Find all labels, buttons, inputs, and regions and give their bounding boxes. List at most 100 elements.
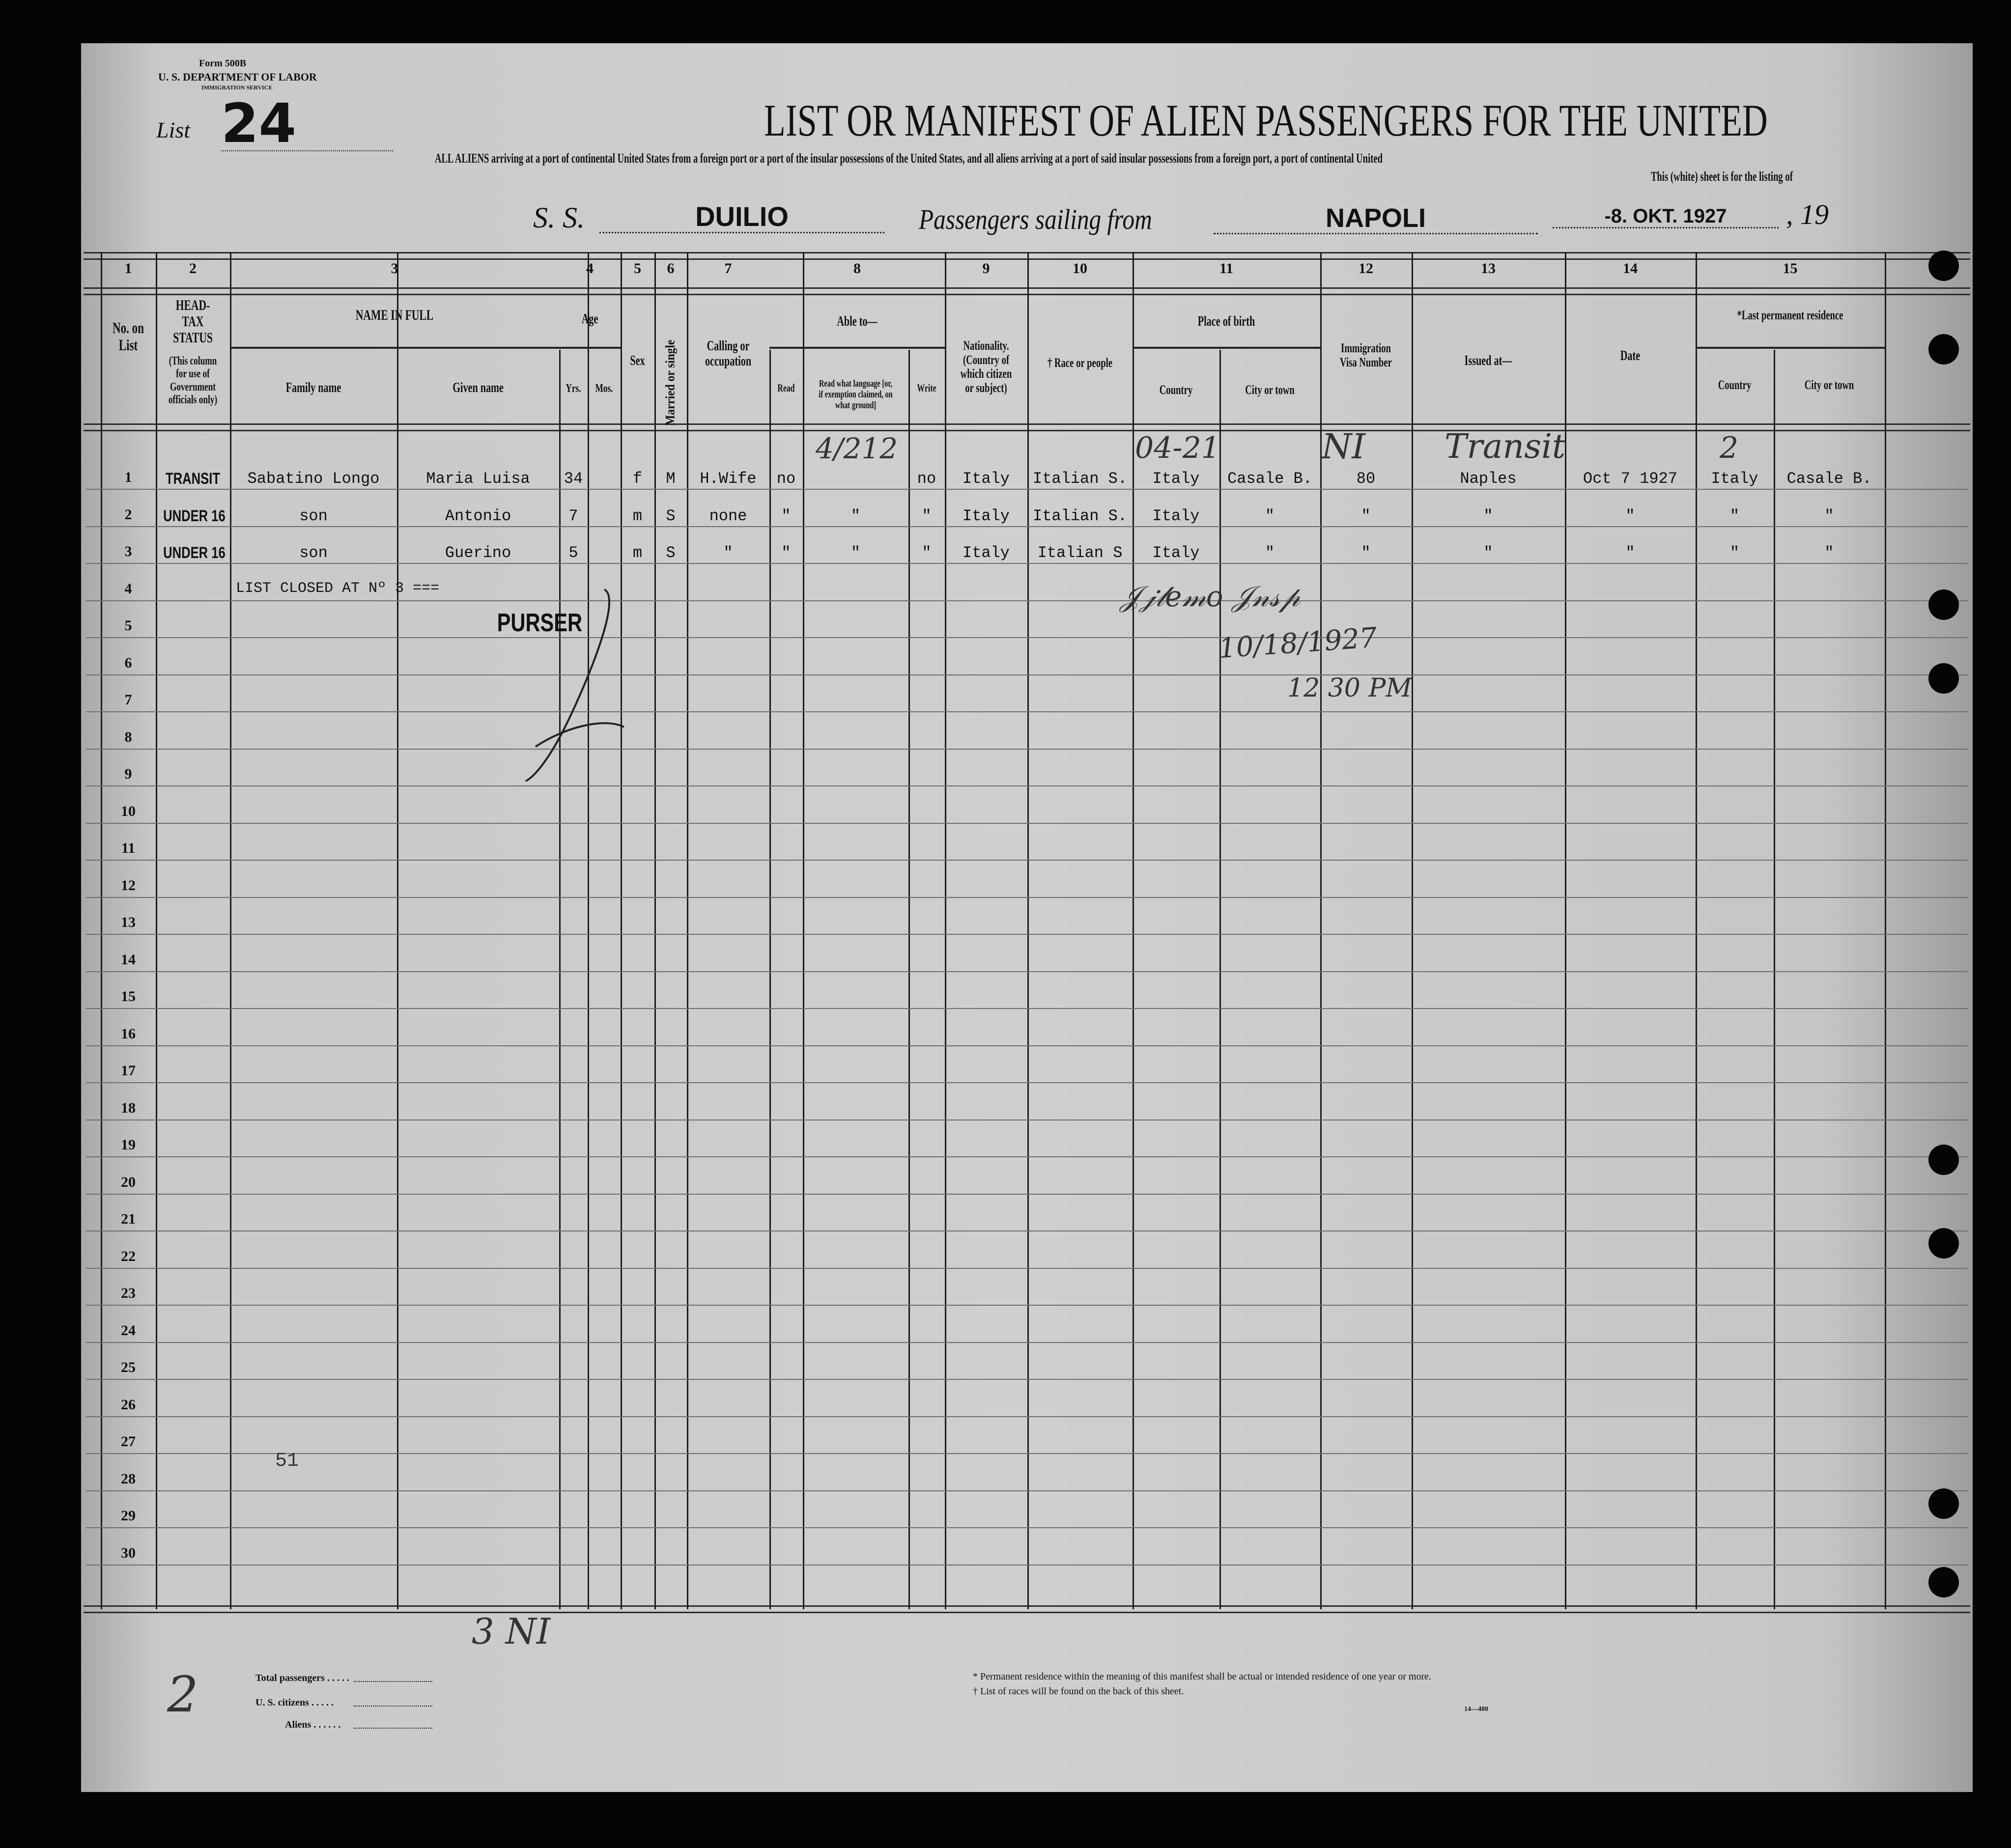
inspector-signature: 𝒥𝒿𝓁𝑒𝓂𝑜 𝒥𝓃𝓈𝓅 bbox=[1120, 580, 1301, 613]
cell-yrs[interactable]: 34 bbox=[564, 470, 583, 488]
cell-issued[interactable]: " bbox=[1483, 544, 1493, 562]
cell-family[interactable]: Sabatino Longo bbox=[247, 470, 380, 488]
column-number: 9 bbox=[982, 260, 990, 277]
cell-visa[interactable]: " bbox=[1361, 506, 1371, 525]
binder-hole bbox=[1928, 1488, 1959, 1519]
row-number: 22 bbox=[121, 1248, 136, 1264]
handwritten-residence-note: 2 bbox=[1720, 431, 1739, 465]
cell-race[interactable]: Italian S bbox=[1037, 544, 1123, 562]
cell-race[interactable]: Italian S. bbox=[1032, 506, 1128, 525]
us-citizens-label: U. S. citizens . . . . . bbox=[255, 1697, 334, 1708]
cell-yrs[interactable]: 5 bbox=[568, 544, 578, 562]
cell-issued[interactable]: Naples bbox=[1460, 470, 1517, 488]
column-number: 8 bbox=[853, 260, 861, 277]
cell-yrs[interactable]: 7 bbox=[568, 506, 578, 525]
cell-read[interactable]: " bbox=[781, 506, 791, 525]
cell-res-country[interactable]: Italy bbox=[1711, 470, 1758, 488]
header-visa-number: Immigration Visa Number bbox=[1340, 341, 1392, 369]
header-date: Date bbox=[1620, 348, 1641, 364]
row-line bbox=[86, 526, 1968, 527]
cell-write[interactable]: " bbox=[922, 544, 932, 562]
column-divider bbox=[156, 252, 157, 1609]
cell-married[interactable]: S bbox=[666, 506, 676, 525]
cell-birth-city[interactable]: " bbox=[1265, 506, 1275, 525]
row-line bbox=[86, 1342, 1968, 1343]
binder-hole bbox=[1928, 1228, 1959, 1259]
header-head-tax: HEAD-TAX STATUS bbox=[173, 297, 213, 346]
year-label: , 19 bbox=[1786, 198, 1829, 230]
cell-status[interactable]: UNDER 16 bbox=[163, 544, 226, 561]
cell-visa[interactable]: 80 bbox=[1356, 470, 1376, 488]
cell-married[interactable]: S bbox=[666, 544, 676, 562]
cell-status[interactable]: UNDER 16 bbox=[163, 506, 226, 525]
cell-status[interactable]: TRANSIT bbox=[166, 470, 220, 487]
cell-res-city[interactable]: Casale B. bbox=[1786, 470, 1872, 488]
cell-race[interactable]: Italian S. bbox=[1032, 470, 1128, 488]
top-rule bbox=[84, 252, 1970, 260]
total-passengers-field[interactable] bbox=[354, 1681, 432, 1682]
cell-calling[interactable]: none bbox=[709, 506, 747, 525]
cell-date[interactable]: " bbox=[1625, 506, 1635, 525]
cell-read-lang[interactable]: " bbox=[850, 506, 861, 525]
cell-res-country[interactable]: " bbox=[1729, 544, 1740, 562]
cell-nationality[interactable]: Italy bbox=[962, 470, 1010, 488]
cell-family[interactable]: son bbox=[299, 544, 328, 562]
handwritten-visa-note: NI bbox=[1322, 426, 1365, 467]
row-line bbox=[86, 1416, 1968, 1417]
row-line bbox=[86, 711, 1968, 712]
cell-birth-country[interactable]: Italy bbox=[1152, 470, 1200, 488]
column-divider bbox=[588, 252, 589, 1609]
cell-nationality[interactable]: Italy bbox=[962, 506, 1010, 525]
cell-given[interactable]: Guerino bbox=[445, 544, 511, 562]
us-citizens-field[interactable] bbox=[354, 1706, 432, 1707]
row-number: 13 bbox=[121, 914, 136, 930]
total-passengers-label: Total passengers . . . . . bbox=[255, 1673, 349, 1683]
cell-visa[interactable]: " bbox=[1361, 544, 1371, 562]
row-number: 21 bbox=[121, 1211, 136, 1227]
cell-birth-country[interactable]: Italy bbox=[1152, 506, 1200, 525]
cell-date[interactable]: Oct 7 1927 bbox=[1583, 470, 1678, 488]
column-divider bbox=[1133, 252, 1134, 1609]
cell-issued[interactable]: " bbox=[1483, 506, 1493, 525]
cell-res-city[interactable]: " bbox=[1824, 506, 1834, 525]
cell-sex[interactable]: m bbox=[632, 506, 643, 525]
ss-label: S. S. bbox=[533, 201, 585, 234]
cell-calling[interactable]: H.Wife bbox=[700, 470, 757, 488]
cell-res-city[interactable]: " bbox=[1824, 544, 1834, 562]
row-number: 4 bbox=[124, 580, 132, 597]
cell-given[interactable]: Antonio bbox=[445, 506, 511, 525]
cell-date[interactable]: " bbox=[1625, 544, 1635, 562]
cell-read[interactable]: no bbox=[776, 470, 796, 488]
cell-read[interactable]: " bbox=[781, 544, 791, 562]
cell-write[interactable]: no bbox=[917, 470, 936, 488]
row-line bbox=[86, 1082, 1968, 1083]
cell-given[interactable]: Maria Luisa bbox=[426, 470, 530, 488]
handwritten-issued-note: Transit bbox=[1445, 427, 1566, 466]
ship-name: DUILIO bbox=[599, 201, 884, 233]
cell-res-country[interactable]: " bbox=[1729, 506, 1740, 525]
place-of-birth-subrule bbox=[1133, 347, 1320, 349]
cell-read-lang[interactable]: " bbox=[850, 544, 861, 562]
cell-nationality[interactable]: Italy bbox=[962, 544, 1010, 562]
row-line bbox=[86, 489, 1968, 490]
header-nationality: Nationality. (Country of which citizen o… bbox=[960, 338, 1012, 395]
header-last-residence: *Last permanent residence bbox=[1737, 308, 1843, 322]
cell-birth-country[interactable]: Italy bbox=[1152, 544, 1200, 562]
row-number: 5 bbox=[124, 617, 132, 634]
handwritten-row28-note: 51 bbox=[275, 1450, 299, 1472]
cell-family[interactable]: son bbox=[299, 506, 328, 525]
number-row-rule bbox=[84, 287, 1970, 295]
column-divider bbox=[654, 252, 656, 1609]
cell-birth-city[interactable]: Casale B. bbox=[1227, 470, 1312, 488]
cell-birth-city[interactable]: " bbox=[1265, 544, 1275, 562]
row-line bbox=[86, 600, 1968, 601]
cell-write[interactable]: " bbox=[922, 506, 932, 525]
cell-calling[interactable]: " bbox=[723, 544, 733, 562]
cell-sex[interactable]: f bbox=[632, 470, 643, 488]
row-number: 26 bbox=[121, 1396, 136, 1413]
cell-married[interactable]: M bbox=[666, 470, 676, 488]
cell-sex[interactable]: m bbox=[632, 544, 643, 562]
aliens-field[interactable] bbox=[354, 1728, 432, 1729]
row-number: 9 bbox=[124, 766, 132, 782]
handwritten-inspector-time: 12 30 PM bbox=[1287, 673, 1412, 703]
